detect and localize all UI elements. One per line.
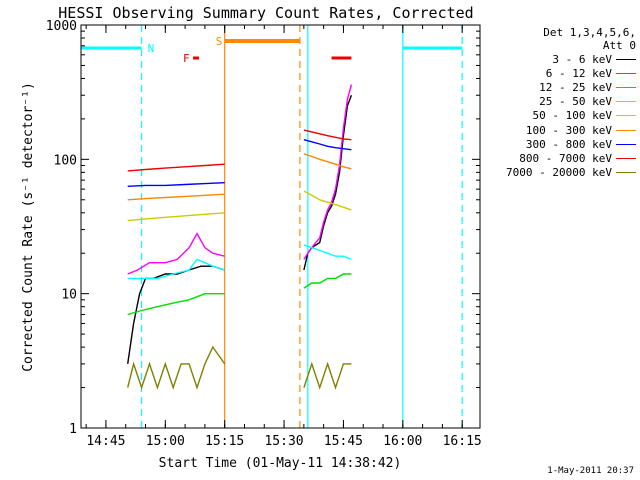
series-7-line-1	[303, 129, 352, 141]
series-8-line-1	[303, 361, 352, 390]
series-6-line-1	[303, 139, 352, 151]
series-0-line-0	[127, 265, 225, 365]
series-3-line-1	[303, 244, 352, 261]
x-tick-label-3: 15:30	[264, 434, 303, 449]
legend-swatch	[616, 129, 636, 131]
y-axis-label: Corrected Count Rate (s⁻¹ detector⁻¹)	[21, 82, 36, 372]
legend-entry-label: 800 - 7000 keV	[519, 151, 612, 165]
legend-entries: 3 - 6 keV 6 - 12 keV 12 - 25 keV 25 - 50 ke…	[470, 52, 636, 180]
x-tick-label-1: 15:00	[146, 434, 185, 449]
legend-header-attenuator: Att 0	[602, 39, 636, 52]
legend-entry: 25 - 50 keV	[470, 95, 636, 109]
series-4-line-1	[303, 190, 352, 211]
x-axis-label: Start Time (01-May-11 14:38:42)	[159, 456, 402, 471]
flare-bar-label-3: F	[183, 52, 190, 65]
x-tick-label-6: 16:15	[443, 434, 482, 449]
series-2-line-1	[303, 273, 352, 289]
legend-entry: 3 - 6 keV	[470, 52, 636, 66]
legend-swatch	[616, 143, 636, 145]
x-tick-label-4: 15:45	[324, 434, 363, 449]
legend-swatch	[616, 157, 636, 159]
legend-entry: 300 - 800 keV	[470, 137, 636, 151]
series-5-line-0	[127, 193, 225, 201]
series-4-line-0	[127, 212, 225, 222]
legend-entry-label: 3 - 6 keV	[552, 52, 612, 66]
legend-swatch	[616, 115, 636, 117]
legend-swatch	[616, 86, 636, 88]
legend-entry-label: 300 - 800 keV	[525, 137, 612, 151]
y-tick-label-1: 10	[61, 288, 77, 303]
saa-bar-label-2: S	[216, 35, 223, 48]
legend-entry: 7000 - 20000 keV	[470, 166, 636, 180]
series-8-line-0	[127, 345, 226, 390]
series-7-line-0	[127, 163, 225, 172]
y-tick-label-0: 1	[69, 422, 77, 437]
y-tick-label-3: 1000	[46, 19, 77, 34]
series-1-line-1	[303, 84, 353, 260]
plot-area: N S F 1 10 100 1000 14:45 15:00 15:15 15:30 15:45 16…	[46, 19, 482, 449]
generation-timestamp: 1-May-2011 20:37	[547, 466, 634, 476]
legend-entry-label: 100 - 300 keV	[525, 123, 612, 137]
chart-title: HESSI Observing Summary Count Rates, Cor…	[58, 4, 473, 22]
y-tick-label-2: 100	[54, 153, 77, 168]
legend-entry: 800 - 7000 keV	[470, 151, 636, 165]
x-tick-label-0: 14:45	[86, 434, 125, 449]
night-bar-label-0: N	[148, 42, 155, 55]
legend-entry: 12 - 25 keV	[470, 80, 636, 94]
series-6-line-0	[127, 182, 225, 187]
series-1-line-0	[127, 232, 225, 275]
legend-entry-label: 12 - 25 keV	[539, 80, 612, 94]
legend-entry-label: 50 - 100 keV	[532, 109, 612, 123]
legend-entry: 100 - 300 keV	[470, 123, 636, 137]
legend-swatch	[616, 101, 636, 103]
legend-header-detectors: Det 1,3,4,5,6,	[543, 26, 636, 39]
legend-entry: 50 - 100 keV	[470, 109, 636, 123]
legend-entry: 6 - 12 keV	[470, 66, 636, 80]
x-tick-label-5: 16:00	[383, 434, 422, 449]
series-2-line-0	[127, 293, 225, 316]
legend-entry-label: 25 - 50 keV	[539, 95, 612, 109]
legend-entry-label: 6 - 12 keV	[545, 66, 612, 80]
legend-swatch	[616, 72, 636, 74]
x-tick-label-2: 15:15	[205, 434, 244, 449]
legend-swatch	[616, 58, 636, 60]
plot-frame	[80, 24, 481, 429]
legend: Det 1,3,4,5,6, Att 0 3 - 6 keV 6 - 12 keV…	[470, 26, 636, 180]
series-5-line-1	[303, 153, 352, 170]
series-3-line-0	[127, 258, 225, 280]
legend-entry-label: 7000 - 20000 keV	[506, 166, 612, 180]
legend-swatch	[616, 172, 636, 174]
